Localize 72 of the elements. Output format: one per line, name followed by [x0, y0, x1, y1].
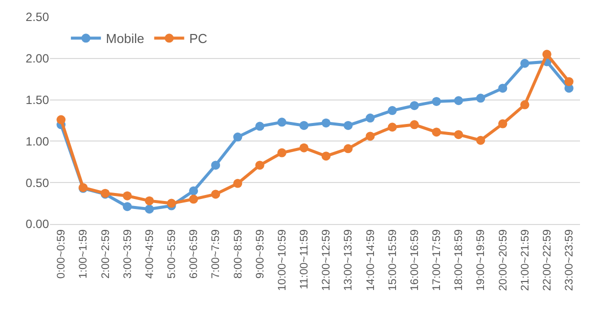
y-tick-label: 0.00: [26, 217, 50, 232]
point: [255, 160, 264, 170]
point: [432, 128, 441, 137]
point: [344, 144, 353, 154]
y-tick-label: 2.50: [26, 10, 50, 24]
point: [410, 120, 419, 130]
point: [233, 132, 242, 142]
point: [189, 194, 198, 204]
point: [454, 130, 464, 140]
point: [388, 122, 397, 132]
point: [122, 191, 132, 200]
x-tick-label: 20:00~20:59: [497, 229, 510, 291]
point: [56, 115, 66, 124]
point: [498, 84, 508, 93]
x-tick-label: 12:00~12:59: [320, 229, 333, 291]
point: [344, 120, 353, 130]
x-tick-label: 23:00~23:59: [564, 229, 576, 291]
x-tick-label: 18:00~18:59: [453, 229, 466, 291]
point: [366, 114, 375, 123]
point: [122, 202, 132, 212]
x-tick-label: 3:00~3:59: [122, 229, 134, 279]
y-tick-label: 1.50: [26, 93, 50, 107]
x-tick-label: 0:00~0:59: [56, 229, 68, 279]
x-tick-label: 13:00~13:59: [342, 229, 355, 291]
point: [520, 100, 530, 110]
point: [366, 132, 375, 141]
x-tick-label: 15:00~15:59: [386, 229, 399, 291]
x-tick-label: 21:00~21:59: [519, 229, 532, 291]
point: [255, 122, 264, 131]
x-tick-label: 7:00~7:59: [210, 229, 222, 279]
point: [211, 160, 220, 170]
point: [233, 178, 242, 188]
x-tick-label: 5:00~5:59: [166, 229, 178, 279]
point: [564, 77, 574, 86]
point: [520, 58, 530, 68]
x-tick-label: 11:00~11:59: [298, 229, 311, 290]
y-tick-label: 1.00: [26, 134, 50, 148]
point: [322, 152, 331, 161]
point: [322, 118, 331, 128]
point: [498, 119, 508, 128]
x-tick-label: 2:00~2:59: [100, 229, 112, 279]
point: [476, 94, 486, 103]
point: [432, 96, 441, 106]
y-tick-label: 0.50: [26, 176, 50, 190]
point: [166, 198, 176, 208]
point: [410, 101, 419, 110]
point: [299, 120, 308, 130]
point: [189, 186, 198, 196]
y-tick-label: 2.00: [26, 52, 50, 66]
x-tick-label: 19:00~19:59: [475, 229, 488, 291]
point: [277, 118, 286, 127]
point: [144, 204, 154, 214]
x-tick-label: 17:00~17:59: [431, 229, 444, 291]
x-tick-label: 10:00~10:59: [276, 229, 288, 291]
point: [542, 50, 552, 59]
point: [277, 148, 286, 158]
x-tick-label: 14:00~14:59: [364, 229, 377, 291]
point: [299, 143, 308, 152]
x-tick-label: 4:00~4:59: [144, 229, 156, 279]
point: [144, 196, 154, 206]
x-tick-label: 6:00~6:59: [188, 229, 200, 279]
x-tick-label: 16:00~16:59: [408, 229, 421, 291]
x-tick-label: 8:00~8:59: [232, 229, 244, 279]
point: [454, 96, 464, 106]
point: [388, 106, 397, 116]
x-tick-label: 9:00~9:59: [254, 229, 266, 279]
point: [211, 190, 220, 199]
x-tick-label: 22:00~22:59: [541, 229, 554, 291]
point: [476, 136, 486, 145]
x-tick-label: 1:00~1:59: [78, 229, 90, 279]
legend-label: Mobile: [106, 31, 144, 46]
legend-label: PC: [189, 31, 208, 46]
